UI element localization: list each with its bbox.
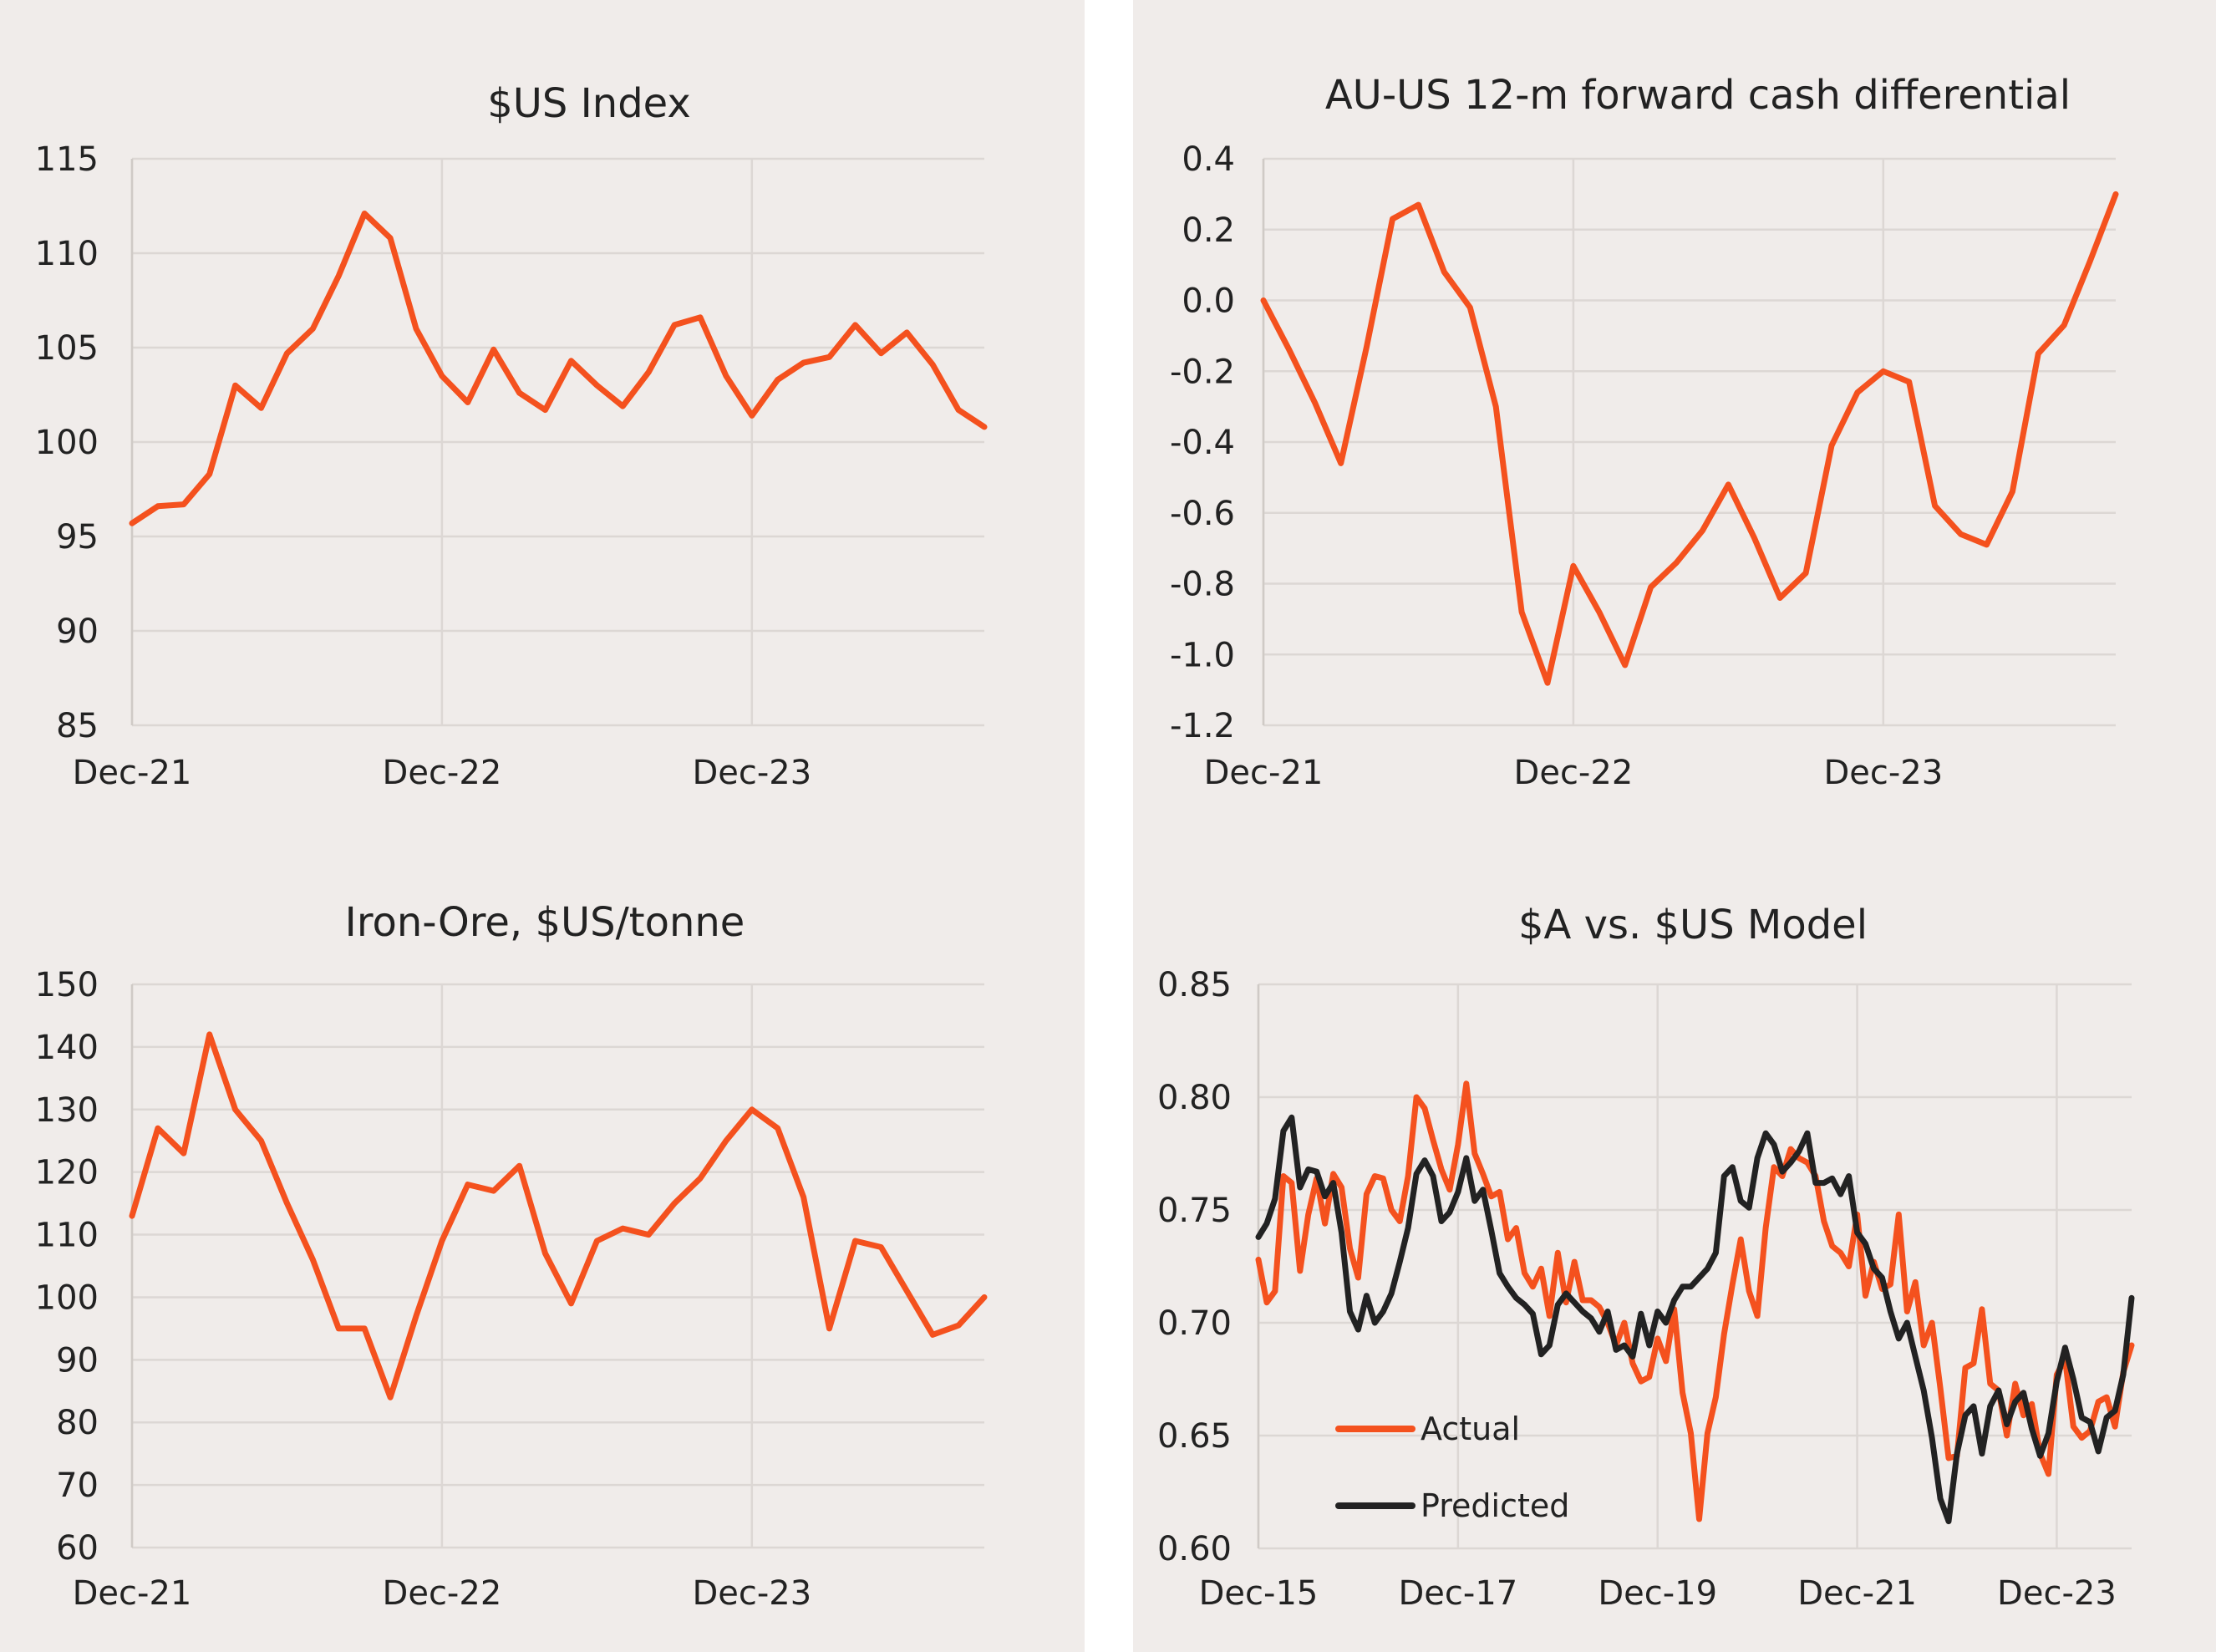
series-line-predicted [1255,1114,2135,1525]
series-line-main [129,211,988,526]
x-tick-label: Dec-19 [1598,1574,1717,1613]
chart-title: $US Index [487,80,691,127]
y-tick-label: 100 [35,1278,99,1317]
y-tick-label: 95 [56,518,99,557]
y-tick-label: 0.85 [1157,966,1232,1004]
y-tick-label: -1.2 [1170,707,1235,745]
chart-title: AU-US 12-m forward cash differential [1325,72,2071,119]
y-tick-label: 0.0 [1182,282,1235,321]
aud-usd-model-chart: $A vs. $US Model 0.85 0.80 0.75 0.70 0.65 0.6… [1157,902,2135,1613]
y-tick-label: 150 [35,966,99,1004]
x-tick-label: Dec-23 [1823,754,1943,792]
y-tick-label: 115 [35,140,99,179]
y-tick-label: -0.2 [1170,353,1235,391]
y-tick-label: 120 [35,1154,99,1192]
y-tick-label: 105 [35,329,99,368]
au-us-differential-chart: AU-US 12-m forward cash differential 0.4… [1170,72,2119,792]
y-tick-label: 140 [35,1029,99,1067]
y-tick-label: 110 [35,1217,99,1255]
x-tick-label: Dec-21 [1204,754,1324,792]
iron-ore-chart: Iron-Ore, $US/tonne 150 140 130 120 110 100 90… [35,899,988,1613]
legend-label: Actual [1421,1411,1520,1447]
y-tick-label: 60 [56,1529,99,1568]
y-tick-label: -0.6 [1170,495,1235,533]
x-tick-label: Dec-23 [692,1574,811,1613]
y-tick-label: 0.60 [1157,1530,1232,1568]
y-tick-label: 85 [56,707,99,745]
y-tick-label: 0.65 [1157,1417,1232,1456]
x-tick-label: Dec-21 [73,754,192,792]
y-tick-label: 90 [56,613,99,651]
x-tick-label: Dec-17 [1398,1574,1517,1613]
y-tick-label: 100 [35,424,99,462]
left-panel-background [0,0,1085,1652]
x-tick-label: Dec-23 [1997,1574,2117,1613]
x-tick-label: Dec-22 [1514,754,1634,792]
y-tick-label: 0.80 [1157,1079,1232,1117]
y-tick-label: 80 [56,1404,99,1442]
y-tick-label: -0.8 [1170,566,1235,604]
x-tick-label: Dec-15 [1199,1574,1319,1613]
legend: Actual Predicted [1335,1411,1569,1524]
usd-index-chart: $US Index 115 110 105 100 95 90 85 Dec-21 Dec-22… [35,80,988,792]
x-tick-label: Dec-22 [383,754,502,792]
y-tick-label: 90 [56,1341,99,1380]
y-tick-label: 130 [35,1091,99,1130]
series-line-main [129,1031,988,1400]
legend-label: Predicted [1421,1487,1569,1524]
y-tick-label: 110 [35,235,99,273]
y-tick-label: 70 [56,1466,99,1505]
y-tick-label: 0.2 [1182,211,1235,250]
series-line-actual [1255,1080,2135,1522]
gridlines [130,983,984,1549]
y-tick-label: -1.0 [1170,636,1235,674]
chart-title: Iron-Ore, $US/tonne [345,899,745,946]
x-tick-label: Dec-23 [692,754,811,792]
gridlines [1262,157,2116,727]
x-tick-label: Dec-21 [1797,1574,1917,1613]
y-tick-label: -0.4 [1170,424,1235,462]
chart-title: $A vs. $US Model [1518,902,1868,948]
x-tick-label: Dec-21 [73,1574,192,1613]
y-tick-label: 0.75 [1157,1192,1232,1230]
right-panel-background [1133,0,2216,1652]
x-tick-label: Dec-22 [383,1574,502,1613]
gridlines [130,157,984,727]
series-line-main [1260,191,2119,686]
y-tick-label: 0.4 [1182,140,1235,179]
y-tick-label: 0.70 [1157,1304,1232,1343]
